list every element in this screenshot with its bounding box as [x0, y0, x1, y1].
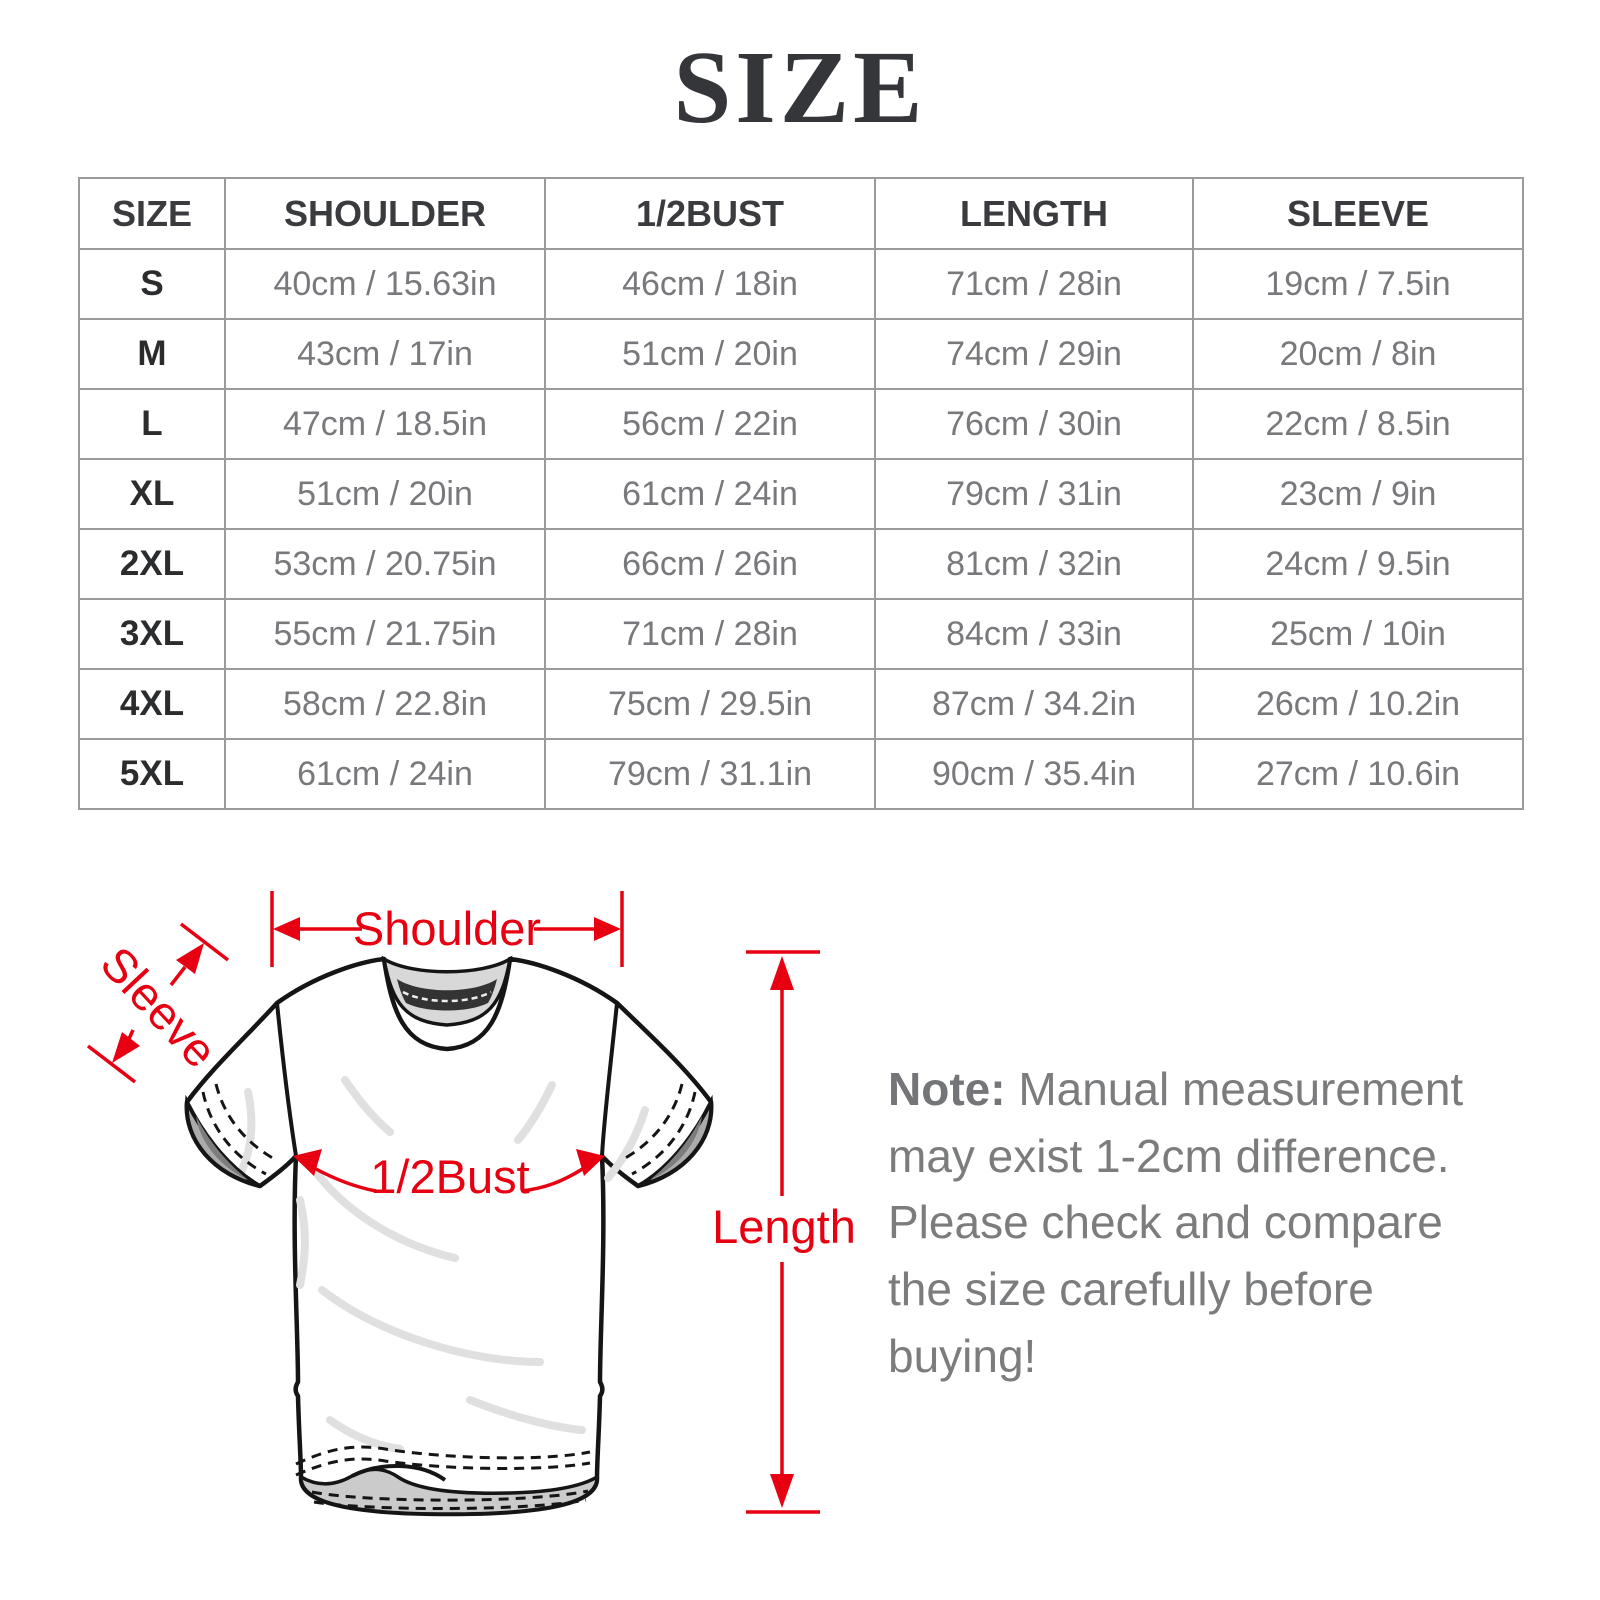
cell-shoulder: 58cm / 22.8in [224, 668, 546, 740]
left-cuff [184, 1083, 277, 1188]
cell-shoulder: 43cm / 17in [224, 318, 546, 390]
cell-shoulder: 40cm / 15.63in [224, 248, 546, 320]
hem [295, 1445, 599, 1516]
size-table-body: S 40cm / 15.63in 46cm / 18in 71cm / 28in… [78, 248, 1524, 810]
sleeve-label: Sleeve [91, 936, 228, 1077]
cell-size: 5XL [78, 738, 226, 810]
size-table: SIZE SHOULDER 1/2BUST LENGTH SLEEVE S 40… [78, 177, 1524, 810]
tshirt-measurement-diagram: Shoulder Sleeve 1/2Bust Length [86, 891, 856, 1517]
note-text: Manual measurement may exist 1-2cm diffe… [888, 1063, 1464, 1382]
left-armhole-seam [275, 1002, 298, 1157]
table-row: 3XL 55cm / 21.75in 71cm / 28in 84cm / 33… [78, 598, 1524, 670]
cell-sleeve: 26cm / 10.2in [1192, 668, 1524, 740]
cell-shoulder: 51cm / 20in [224, 458, 546, 530]
cell-bust: 66cm / 26in [544, 528, 876, 600]
cell-sleeve: 25cm / 10in [1192, 598, 1524, 670]
cell-bust: 46cm / 18in [544, 248, 876, 320]
shoulder-measure-arrow: Shoulder [270, 891, 624, 967]
table-row: 4XL 58cm / 22.8in 75cm / 29.5in 87cm / 3… [78, 668, 1524, 740]
col-header-sleeve: SLEEVE [1192, 177, 1524, 250]
table-row: M 43cm / 17in 51cm / 20in 74cm / 29in 20… [78, 318, 1524, 390]
table-row: 2XL 53cm / 20.75in 66cm / 26in 81cm / 32… [78, 528, 1524, 600]
cell-length: 90cm / 35.4in [874, 738, 1194, 810]
col-header-shoulder: SHOULDER [224, 177, 546, 250]
cell-shoulder: 61cm / 24in [224, 738, 546, 810]
cell-size: 2XL [78, 528, 226, 600]
cell-shoulder: 53cm / 20.75in [224, 528, 546, 600]
col-header-length: LENGTH [874, 177, 1194, 250]
cell-size: 3XL [78, 598, 226, 670]
shoulder-label: Shoulder [353, 902, 541, 955]
collar [381, 955, 513, 1027]
cell-sleeve: 19cm / 7.5in [1192, 248, 1524, 320]
cell-shoulder: 55cm / 21.75in [224, 598, 546, 670]
cell-shoulder: 47cm / 18.5in [224, 388, 546, 460]
bust-label: 1/2Bust [370, 1150, 529, 1203]
tshirt-body [184, 956, 714, 1517]
cell-length: 87cm / 34.2in [874, 668, 1194, 740]
sleeve-measure-arrow: Sleeve [86, 922, 230, 1084]
note-label: Note: [888, 1063, 1006, 1115]
tshirt-drawing [184, 955, 714, 1517]
cell-length: 81cm / 32in [874, 528, 1194, 600]
cell-sleeve: 24cm / 9.5in [1192, 528, 1524, 600]
cell-size: 4XL [78, 668, 226, 740]
cell-length: 74cm / 29in [874, 318, 1194, 390]
cell-size: XL [78, 458, 226, 530]
length-measure-arrow: Length [712, 950, 856, 1514]
cell-size: L [78, 388, 226, 460]
header-row: SIZE SHOULDER 1/2BUST LENGTH SLEEVE [78, 177, 1524, 250]
cell-size: M [78, 318, 226, 390]
right-armhole-seam [600, 1002, 619, 1157]
col-header-bust: 1/2BUST [544, 177, 876, 250]
col-header-size: SIZE [78, 177, 226, 250]
table-row: L 47cm / 18.5in 56cm / 22in 76cm / 30in … [78, 388, 1524, 460]
cell-bust: 51cm / 20in [544, 318, 876, 390]
cell-bust: 56cm / 22in [544, 388, 876, 460]
cell-sleeve: 22cm / 8.5in [1192, 388, 1524, 460]
cell-sleeve: 27cm / 10.6in [1192, 738, 1524, 810]
bust-measure-arrow: 1/2Bust [293, 1149, 605, 1203]
cell-bust: 61cm / 24in [544, 458, 876, 530]
cell-size: S [78, 248, 226, 320]
page-title: SIZE [673, 30, 927, 145]
table-row: S 40cm / 15.63in 46cm / 18in 71cm / 28in… [78, 248, 1524, 320]
cell-bust: 75cm / 29.5in [544, 668, 876, 740]
size-table-header: SIZE SHOULDER 1/2BUST LENGTH SLEEVE [78, 177, 1524, 250]
cell-length: 84cm / 33in [874, 598, 1194, 670]
table-row: 5XL 61cm / 24in 79cm / 31.1in 90cm / 35.… [78, 738, 1524, 810]
cell-length: 71cm / 28in [874, 248, 1194, 320]
cell-length: 76cm / 30in [874, 388, 1194, 460]
cell-bust: 79cm / 31.1in [544, 738, 876, 810]
table-row: XL 51cm / 20in 61cm / 24in 79cm / 31in 2… [78, 458, 1524, 530]
cell-length: 79cm / 31in [874, 458, 1194, 530]
measurement-note: Note: Manual measurement may exist 1-2cm… [888, 1056, 1516, 1389]
cell-sleeve: 23cm / 9in [1192, 458, 1524, 530]
fabric-wrinkles [238, 1076, 649, 1453]
right-cuff [621, 1083, 714, 1188]
cell-sleeve: 20cm / 8in [1192, 318, 1524, 390]
length-label: Length [712, 1200, 856, 1253]
cell-bust: 71cm / 28in [544, 598, 876, 670]
